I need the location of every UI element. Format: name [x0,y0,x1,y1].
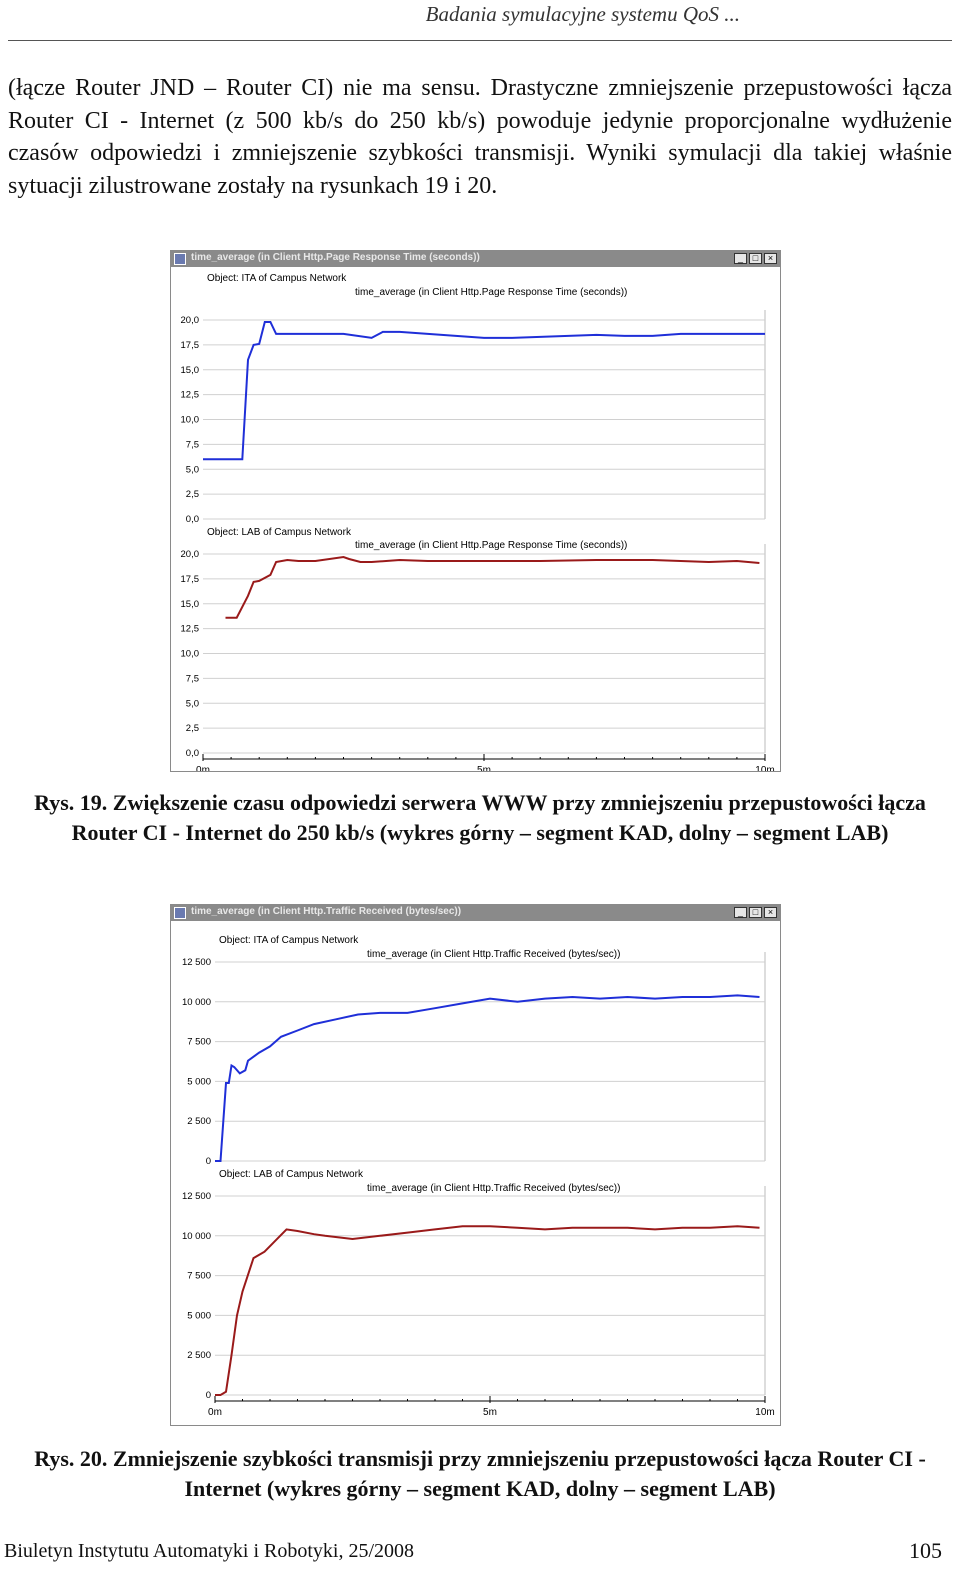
x-tick-label: 5m [477,765,491,771]
series-line-bottom [215,1225,760,1396]
y-tick-label: 5 000 [187,1310,211,1321]
y-tick-label: 5,0 [186,698,199,709]
object-label: Object: LAB of Campus Network [207,527,352,538]
series-name: time_average (in Client Http.Traffic Rec… [367,949,620,960]
y-tick-label: 7 500 [187,1037,211,1048]
y-tick-label: 2,5 [186,723,199,734]
y-tick-label: 10 000 [182,1231,211,1242]
maximize-button[interactable]: □ [749,253,762,264]
y-tick-label: 5 000 [187,1076,211,1087]
y-tick-label: 2 500 [187,1116,211,1127]
figure1-caption: Rys. 19. Zwiększenie czasu odpowiedzi se… [34,790,926,845]
y-tick-label: 12 500 [182,957,211,968]
figure1-plot: Object: ITA of Campus Network time_averag… [181,273,775,771]
y-tick-label: 0 [206,1156,211,1167]
y-tick-label: 10,0 [181,415,200,426]
maximize-button[interactable]: □ [749,907,762,918]
y-tick-label: 20,0 [181,315,200,326]
y-tick-label: 2 500 [187,1350,211,1361]
y-tick-label: 12,5 [181,390,200,401]
figure2-plot: Object: ITA of Campus Network time_averag… [182,935,775,1418]
close-button[interactable]: × [764,253,777,264]
footer-journal: Biuletyn Instytutu Automatyki i Robotyki… [4,1540,415,1562]
y-tick-label: 7,5 [186,673,199,684]
figure2-caption: Rys. 20. Zmniejszenie szybkości transmis… [34,1446,926,1501]
window-app-icon [174,907,186,919]
y-tick-label: 10,0 [181,649,200,660]
running-title: Badania symulacyjne systemu QoS ... [425,2,740,26]
y-tick-label: 0,0 [186,514,199,525]
y-tick-label: 0 [206,1390,211,1401]
y-tick-label: 20,0 [181,549,200,560]
object-label: Object: LAB of Campus Network [219,1169,364,1180]
series-name: time_average (in Client Http.Page Respon… [355,287,627,298]
x-tick-label: 0m [208,1407,222,1418]
y-tick-label: 15,0 [181,365,200,376]
figure2-window: time_average (in Client Http.Traffic Rec… [170,904,781,1426]
series-name: time_average (in Client Http.Page Respon… [355,540,627,551]
figure1-titlebar: time_average (in Client Http.Page Respon… [171,251,780,267]
x-tick-label: 5m [483,1407,497,1418]
y-tick-label: 12,5 [181,624,200,635]
series-line-top [203,321,765,461]
figure1-window-title: time_average (in Client Http.Page Respon… [191,252,480,263]
figure1-window: time_average (in Client Http.Page Respon… [170,250,781,772]
close-button[interactable]: × [764,907,777,918]
y-tick-label: 10 000 [182,997,211,1008]
y-tick-label: 12 500 [182,1191,211,1202]
object-label: Object: ITA of Campus Network [207,273,347,284]
series-line-bottom [225,555,760,619]
object-label: Object: ITA of Campus Network [219,935,359,946]
x-tick-label: 10m [755,1407,774,1418]
y-tick-label: 7 500 [187,1271,211,1282]
minimize-button[interactable]: _ [734,907,747,918]
figure2-titlebar: time_average (in Client Http.Traffic Rec… [171,905,780,921]
minimize-button[interactable]: _ [734,253,747,264]
y-tick-label: 17,5 [181,340,200,351]
y-tick-label: 17,5 [181,574,200,585]
y-tick-label: 5,0 [186,464,199,475]
y-tick-label: 7,5 [186,439,199,450]
running-header: Badania symulacyjne systemu QoS ... [0,0,960,41]
x-tick-label: 0m [196,765,210,771]
body-paragraph: (łącze Router JND – Router CI) nie ma se… [8,75,952,199]
y-tick-label: 0,0 [186,748,199,759]
x-tick-label: 10m [755,765,774,771]
window-app-icon [174,253,186,265]
header-rule [8,40,952,41]
figure2-window-title: time_average (in Client Http.Traffic Rec… [191,906,462,917]
series-name: time_average (in Client Http.Traffic Rec… [367,1183,620,1194]
y-tick-label: 2,5 [186,489,199,500]
y-tick-label: 15,0 [181,599,200,610]
page-number: 105 [909,1538,942,1563]
series-line-top [215,994,760,1162]
